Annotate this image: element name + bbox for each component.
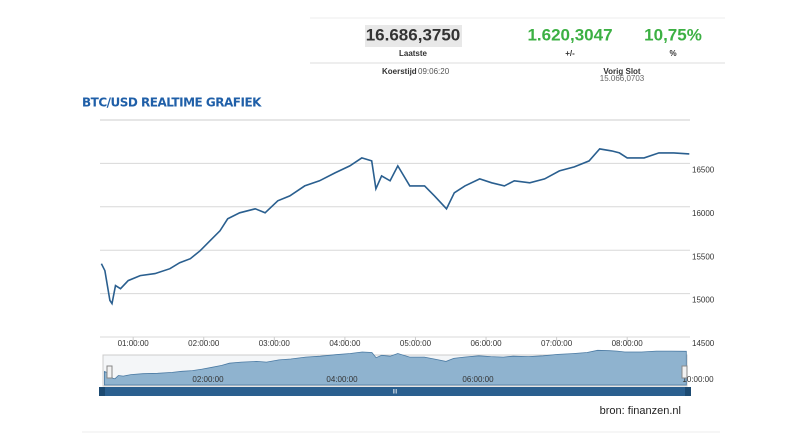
x-tick-label: 07:00:00 bbox=[541, 339, 573, 348]
last-price: 16.686,3750 bbox=[366, 25, 461, 44]
y-tick-label: 16500 bbox=[692, 166, 715, 175]
x-tick-label: 02:00:00 bbox=[188, 339, 220, 348]
change-label: +/- bbox=[565, 49, 575, 58]
navigator-label: 04:00:00 bbox=[326, 375, 358, 384]
x-tick-label: 03:00:00 bbox=[259, 339, 291, 348]
scroll-left[interactable] bbox=[99, 387, 105, 396]
x-tick-label: 04:00:00 bbox=[329, 339, 361, 348]
last-box bbox=[365, 25, 462, 47]
navigator-label: 10:00:00 bbox=[682, 375, 714, 384]
prev-label: Vorig Slot bbox=[603, 67, 641, 76]
x-tick-label: 05:00:00 bbox=[400, 339, 432, 348]
navigator-label: 06:00:00 bbox=[462, 375, 494, 384]
x-tick-label: 08:00:00 bbox=[612, 339, 644, 348]
y-tick-label: 15000 bbox=[692, 296, 715, 305]
price-line bbox=[100, 148, 690, 306]
y-tick-label: 15500 bbox=[692, 252, 715, 261]
source: bron: finanzen.nl bbox=[600, 405, 681, 417]
nav-handle bbox=[681, 365, 688, 379]
x-tick-label: 06:00:00 bbox=[470, 339, 502, 348]
change: 1.620,3047 bbox=[527, 25, 612, 44]
last-label: Laatste bbox=[399, 49, 428, 58]
scrollbar[interactable] bbox=[103, 387, 687, 396]
time: 09:06:20 bbox=[418, 67, 450, 76]
time-label: Koerstijd bbox=[382, 67, 417, 76]
scroll-grip[interactable]: III bbox=[392, 390, 397, 396]
percent: 10,75% bbox=[644, 25, 702, 44]
navigator-area bbox=[103, 349, 687, 386]
navigator-label: 02:00:00 bbox=[192, 375, 224, 384]
x-tick-label: 01:00:00 bbox=[118, 339, 150, 348]
prev: 15.066,0703 bbox=[600, 74, 645, 83]
y-tick-label: 16000 bbox=[692, 209, 715, 218]
scroll-right[interactable] bbox=[685, 387, 691, 396]
percent-label: % bbox=[669, 49, 676, 58]
nav-handle bbox=[106, 365, 113, 379]
chart-title: BTC/USD REALTIME GRAFIEK bbox=[82, 96, 262, 110]
y-tick-label: 14500 bbox=[692, 339, 715, 348]
